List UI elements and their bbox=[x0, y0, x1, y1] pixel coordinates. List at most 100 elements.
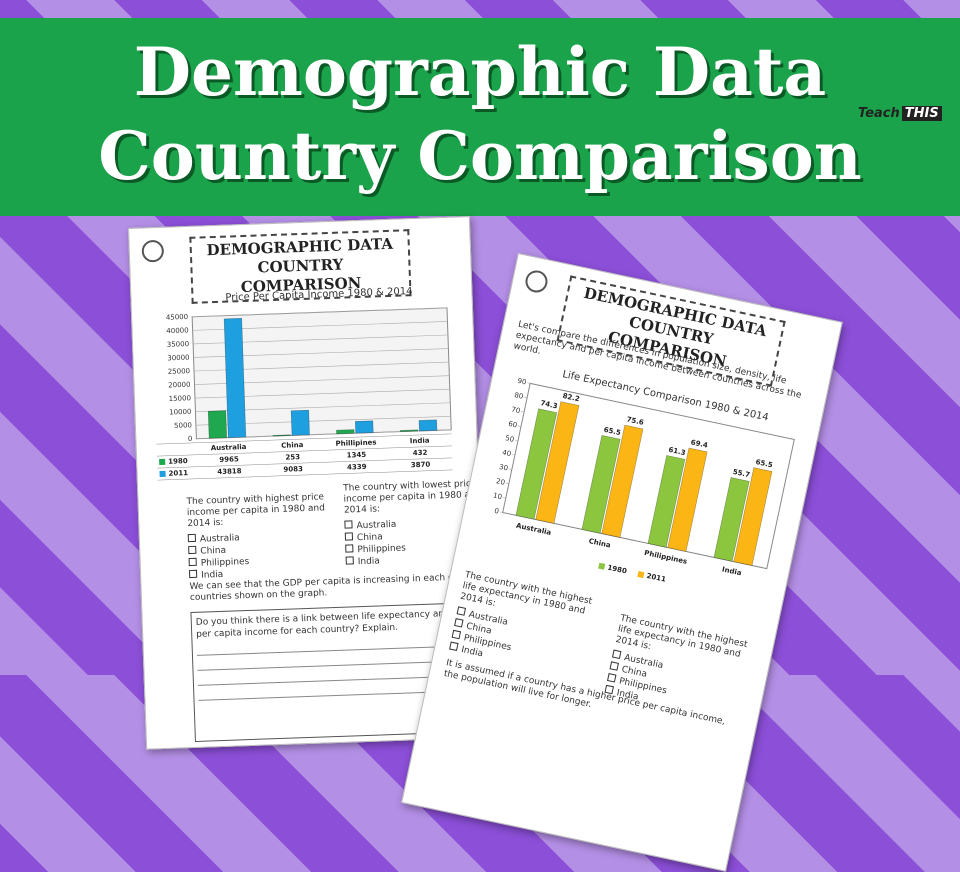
y-tick-label: 20000 bbox=[168, 381, 191, 390]
table-cell: 43818 bbox=[217, 467, 242, 476]
bar bbox=[733, 467, 773, 566]
y-tick-label: 40000 bbox=[166, 327, 189, 336]
table-cell: 253 bbox=[285, 453, 300, 462]
logo: Teach THIS bbox=[858, 106, 942, 121]
banner-title: Demographic Data bbox=[133, 33, 827, 111]
tick-mark bbox=[524, 396, 528, 399]
y-tick-label: 15000 bbox=[169, 394, 192, 403]
icon bbox=[523, 268, 550, 295]
worksheet: DEMOGRAPHIC DATA COUNTRY COMPARISON Price… bbox=[128, 216, 489, 750]
bar bbox=[336, 429, 355, 435]
table-cell: 1345 bbox=[347, 451, 367, 460]
y-tick-label: 70 bbox=[511, 405, 521, 415]
x-tick-label: Philippines bbox=[644, 549, 688, 566]
x-tick-label: China bbox=[588, 537, 612, 550]
logo-text: THIS bbox=[901, 106, 942, 121]
y-tick-label: 10 bbox=[492, 492, 502, 502]
data-label: 65.5 bbox=[603, 426, 622, 437]
table-cell: 432 bbox=[413, 449, 428, 458]
table-header: India bbox=[410, 437, 430, 446]
table-header: Australia bbox=[211, 443, 247, 452]
page: Demographic Data Country Comparison Teac… bbox=[0, 0, 960, 675]
bar bbox=[399, 429, 419, 432]
x-tick-label: India bbox=[721, 565, 742, 577]
tick-mark bbox=[502, 497, 506, 499]
data-label: 61.3 bbox=[668, 446, 687, 457]
bar bbox=[223, 317, 247, 438]
y-tick-label: 30000 bbox=[167, 354, 190, 363]
y-tick-label: 80 bbox=[514, 391, 524, 401]
y-tick-label: 0 bbox=[494, 507, 500, 516]
y-tick-label: 25000 bbox=[168, 367, 191, 376]
bar bbox=[535, 401, 580, 524]
table-header: China bbox=[281, 441, 304, 450]
bar bbox=[272, 434, 291, 437]
banner-title: Country Comparison bbox=[98, 117, 862, 195]
chart: Life Expectancy Comparison 1980 & 201401… bbox=[492, 369, 795, 584]
tick-mark bbox=[505, 482, 509, 485]
y-tick-label: 20 bbox=[495, 477, 505, 487]
bar bbox=[581, 435, 621, 534]
legend-swatch bbox=[159, 458, 166, 466]
logo-text: Teach bbox=[858, 106, 900, 121]
bar bbox=[418, 419, 438, 432]
y-tick-label: 0 bbox=[188, 435, 193, 443]
table-cell: 4339 bbox=[347, 463, 367, 472]
legend-label: 2011 bbox=[646, 572, 667, 584]
x-tick-label: Australia bbox=[515, 522, 552, 537]
bar bbox=[601, 424, 644, 538]
table-cell: 3870 bbox=[411, 461, 431, 470]
bar bbox=[647, 455, 686, 548]
bar bbox=[354, 420, 374, 434]
y-tick-label: 30 bbox=[498, 463, 508, 473]
legend-swatch bbox=[159, 470, 166, 478]
y-tick-label: 40 bbox=[501, 449, 511, 459]
data-label: 75.6 bbox=[626, 415, 645, 426]
chart: Price Per Capita Income 1980 & 2014 0 5000… bbox=[156, 286, 453, 481]
y-tick-label: 45000 bbox=[166, 313, 189, 322]
data-label: 69.4 bbox=[690, 438, 709, 449]
legend-swatch bbox=[637, 571, 645, 579]
data-label: 82.2 bbox=[562, 392, 581, 403]
y-tick-label: 90 bbox=[517, 377, 527, 387]
tick-mark bbox=[518, 425, 522, 427]
tick-mark bbox=[511, 454, 515, 456]
table-cell: 9965 bbox=[219, 455, 239, 464]
bar bbox=[290, 409, 310, 436]
icon bbox=[141, 239, 165, 263]
legend-label: 1980 bbox=[607, 564, 628, 576]
question-text: The country with highest price income pe… bbox=[186, 492, 326, 530]
bar bbox=[713, 477, 750, 562]
chart-title: Price Per Capita Income 1980 & 2014 bbox=[225, 286, 412, 304]
table-cell: 9083 bbox=[283, 465, 303, 474]
data-label: 65.5 bbox=[755, 458, 774, 469]
bar bbox=[667, 447, 708, 552]
table-rule bbox=[157, 469, 453, 481]
legend-swatch bbox=[598, 562, 606, 570]
question-text: The country with lowest price income per… bbox=[343, 479, 482, 516]
tick-mark bbox=[514, 439, 519, 442]
y-tick-label: 50 bbox=[504, 434, 514, 444]
data-label: 74.3 bbox=[540, 399, 559, 410]
table-header: Phillipines bbox=[335, 438, 376, 447]
tick-mark bbox=[508, 468, 512, 470]
question: The country with highest price income pe… bbox=[186, 492, 329, 582]
tick-mark bbox=[521, 411, 525, 413]
legend-label: 2011 bbox=[168, 469, 188, 478]
plot-area bbox=[502, 382, 795, 570]
y-tick-label: 10000 bbox=[169, 408, 192, 417]
bar bbox=[207, 410, 228, 439]
y-tick-label: 5000 bbox=[174, 421, 192, 430]
table-rule bbox=[157, 457, 453, 469]
banner: Demographic Data Country Comparison bbox=[0, 18, 960, 216]
grid-line bbox=[192, 307, 447, 318]
worksheet: DEMOGRAPHIC DATA COUNTRY COMPARISON Let's… bbox=[401, 253, 843, 872]
y-tick-label: 60 bbox=[508, 420, 518, 430]
options: Australia China Philippines India bbox=[188, 529, 330, 582]
bar bbox=[515, 408, 558, 520]
tick-mark bbox=[499, 511, 503, 513]
legend-label: 1980 bbox=[168, 457, 188, 466]
tick-mark bbox=[527, 382, 531, 384]
y-tick-label: 35000 bbox=[167, 340, 190, 349]
table-rule bbox=[156, 433, 452, 445]
